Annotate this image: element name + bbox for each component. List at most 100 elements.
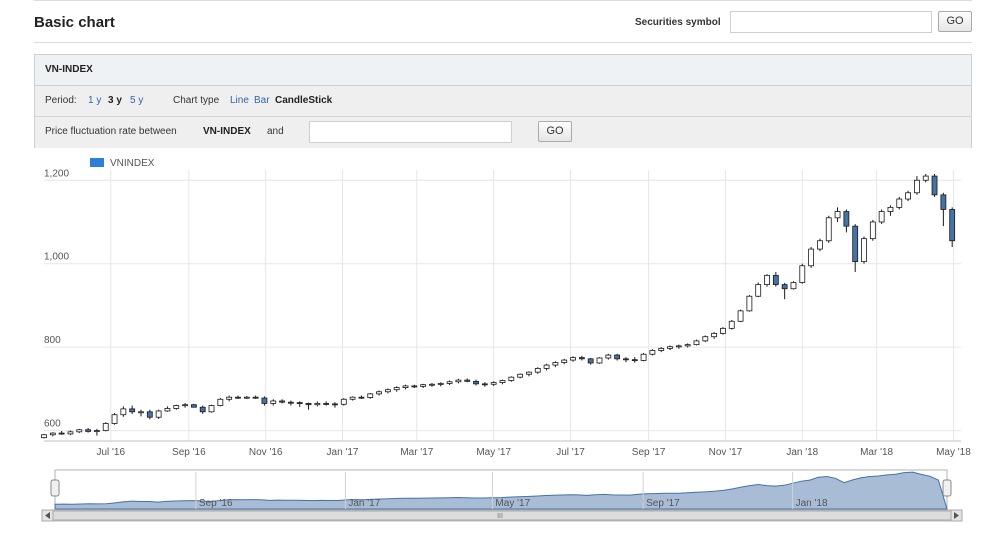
candle — [905, 190, 911, 202]
candle — [817, 238, 823, 252]
scroll-right-arrow-icon — [954, 512, 959, 519]
navigator-handle-left[interactable] — [50, 479, 60, 497]
candlestick-chart: Jul '16 Sep '16 Nov '16 Jan '17 Mar '17 May '… — [41, 158, 971, 522]
candle — [85, 428, 91, 433]
candles-layer — [41, 174, 956, 439]
candle-body-up — [164, 408, 171, 412]
x-tick-label: Sep '16 — [172, 447, 206, 458]
candle — [675, 344, 682, 349]
candle-body-up — [393, 387, 400, 391]
candle — [764, 274, 770, 287]
candle — [138, 409, 144, 417]
candle-body-up — [499, 380, 506, 383]
candle — [720, 327, 726, 335]
candle — [508, 376, 515, 382]
candle — [367, 393, 374, 399]
candle — [208, 404, 215, 413]
candle — [896, 196, 903, 210]
candle-body-up — [243, 396, 250, 399]
chart-type-candlestick[interactable]: CandleStick — [275, 95, 333, 106]
period-option-5y[interactable]: 5 y — [130, 95, 144, 106]
symbol-go-button[interactable]: GO — [938, 11, 972, 32]
candle — [235, 395, 241, 399]
chart-grid — [44, 170, 961, 441]
x-tick-label: Jul '16 — [96, 447, 125, 458]
period-option-3y[interactable]: 3 y — [108, 95, 122, 106]
candle-body-up — [437, 383, 444, 385]
candle-body-down — [287, 401, 294, 404]
candle — [464, 378, 471, 383]
x-tick-label: Mar '18 — [860, 447, 893, 458]
x-tick-label: Jan '17 — [327, 447, 359, 458]
candle — [323, 401, 330, 406]
candle-body-up — [834, 211, 841, 219]
candle — [490, 381, 497, 386]
candle — [517, 373, 524, 379]
page-header: Basic chart Securities symbol GO — [34, 1, 972, 43]
candle — [949, 207, 956, 248]
candle — [146, 409, 153, 420]
compare-symbol-input[interactable] — [309, 121, 512, 143]
period-option-1y[interactable]: 1 y — [88, 95, 102, 106]
x-axis: Jul '16 Sep '16 Nov '16 Jan '17 Mar '17 May '… — [44, 440, 971, 458]
candle-body-up — [367, 393, 374, 399]
candle-body-down — [85, 429, 91, 432]
candle — [631, 357, 638, 363]
fluctuation-symbol: VN-INDEX — [203, 126, 251, 137]
range-navigator[interactable]: Sep '16 Jan '17 May '17 Sep '17 Jan '18 III — [41, 469, 963, 522]
navigator-label: Sep '17 — [646, 498, 680, 509]
candle-body-up — [173, 405, 180, 409]
fluctuation-and-label: and — [267, 126, 284, 137]
candle-body-up — [825, 217, 832, 242]
chart-legend[interactable]: VNINDEX — [90, 158, 155, 169]
candle-body-up — [111, 414, 118, 424]
x-tick-label: Jul '17 — [556, 447, 585, 458]
candle-body-up — [429, 383, 435, 386]
candle — [526, 371, 532, 377]
candle-body-up — [420, 384, 427, 387]
candle-body-up — [270, 400, 277, 404]
candle — [111, 413, 118, 425]
candle-body-down — [614, 354, 621, 360]
candle-body-down — [146, 411, 153, 418]
candle — [376, 390, 382, 396]
x-tick-label: Mar '17 — [400, 447, 433, 458]
candle — [446, 380, 453, 386]
candle — [552, 361, 559, 368]
chart-type-bar[interactable]: Bar — [254, 95, 270, 106]
candle-body-down — [323, 403, 330, 405]
candle-body-up — [640, 353, 647, 361]
candle — [843, 209, 850, 233]
y-tick-label: 1,200 — [44, 168, 69, 179]
chart-type-line[interactable]: Line — [230, 95, 249, 106]
candle-body-up — [446, 381, 453, 384]
candle-body-up — [41, 434, 47, 439]
candle-body-up — [534, 368, 541, 373]
candle — [755, 282, 762, 298]
candle-body-up — [120, 408, 127, 416]
securities-symbol-input[interactable] — [730, 11, 932, 33]
candle-body-up — [755, 284, 762, 297]
fluctuation-go-button[interactable]: GO — [538, 121, 572, 142]
candle-body-up — [217, 398, 224, 406]
candle-body-down — [473, 380, 479, 385]
x-tick-label: Jan '18 — [786, 447, 818, 458]
candle — [781, 282, 788, 300]
candle-body-up — [790, 282, 797, 290]
candle — [129, 405, 136, 414]
candle — [914, 176, 920, 195]
candle-body-up — [138, 411, 144, 414]
navigator-label: Jan '18 — [796, 498, 828, 509]
candle — [76, 428, 83, 434]
candle — [561, 358, 568, 365]
candle — [190, 403, 197, 408]
candle — [570, 356, 576, 362]
candle-body-up — [67, 431, 74, 435]
navigator-handle-right[interactable] — [942, 479, 952, 497]
candle — [305, 402, 312, 410]
candle — [102, 422, 109, 432]
candle — [420, 383, 427, 389]
candle — [120, 406, 127, 417]
candle-body-down — [772, 274, 779, 285]
scrollbar-grip-icon: III — [497, 513, 503, 520]
